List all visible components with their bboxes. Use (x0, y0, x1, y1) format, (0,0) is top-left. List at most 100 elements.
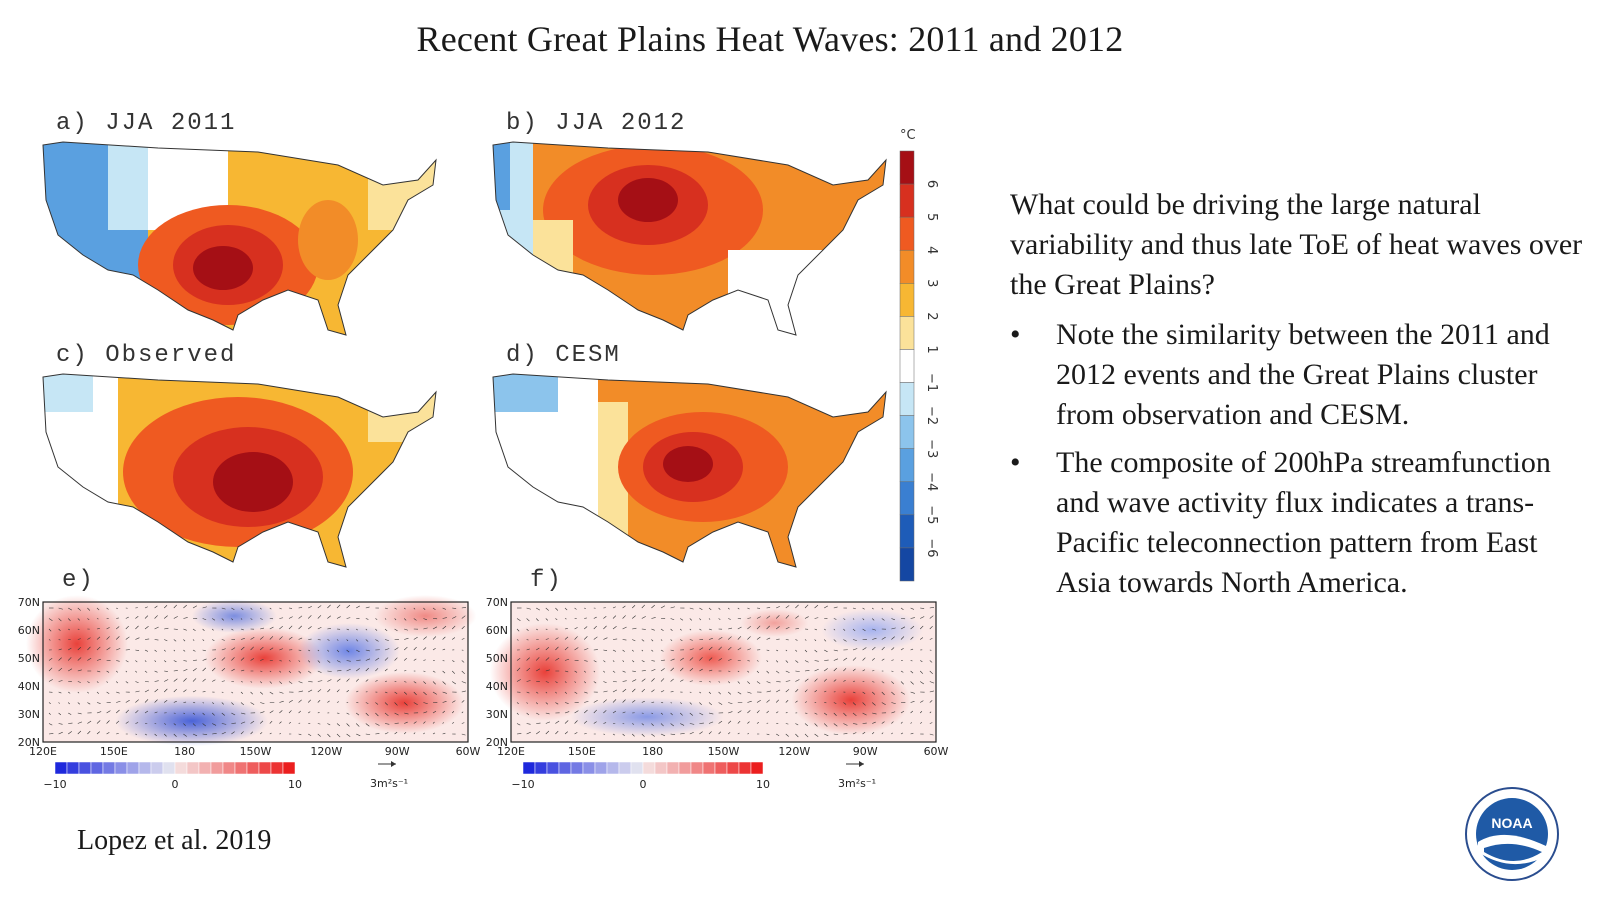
longitude-label: 120W (310, 745, 342, 758)
latitude-label: 70N (486, 596, 508, 609)
flux-colorbar-segment (630, 761, 644, 775)
flux-colorbar-tick: 0 (172, 778, 179, 791)
flux-colorbar-tick: −10 (511, 778, 534, 791)
map-jja-2011 (42, 141, 437, 336)
streamfunction-anomaly (204, 627, 324, 689)
colorbar-segment (899, 283, 915, 317)
flux-colorbar-segment (546, 761, 560, 775)
map-jja-2012 (492, 141, 887, 336)
colorbar-tick-label: 2 (924, 312, 939, 320)
flux-colorbar-segment (210, 761, 224, 775)
latitude-label: 30N (18, 708, 40, 721)
panel-label-c: c) Observed (56, 342, 237, 369)
colorbar-segment (899, 547, 915, 582)
wave-activity-vectors (48, 604, 467, 738)
flux-colorbar-tick: 0 (640, 778, 647, 791)
colorbar-tick-label: −4 (924, 472, 939, 491)
colorbar-tick-label: −1 (924, 373, 939, 392)
flux-colorbar-segment (594, 761, 608, 775)
flux-colorbar-segment (750, 761, 764, 775)
slide-title: Recent Great Plains Heat Waves: 2011 and… (416, 19, 1124, 59)
colorbar-segment (899, 216, 915, 251)
flux-colorbar-segment (690, 761, 704, 775)
vector-scale-label: 3m²s⁻¹ (370, 777, 408, 790)
latitude-label: 60N (486, 624, 508, 637)
flux-colorbar-segment (558, 761, 572, 775)
flux-colorbar-segment (642, 761, 656, 775)
streamfunction-anomaly (26, 595, 128, 693)
colorbar-segment (899, 349, 915, 383)
vector-scale-label: 3m²s⁻¹ (838, 777, 876, 790)
flux-colorbar-segment (66, 761, 80, 775)
flux-colorbar-segment (78, 761, 92, 775)
colorbar-segment (899, 514, 915, 549)
flux-colorbar-segment (726, 761, 740, 775)
streamfunction-anomaly (298, 623, 400, 679)
longitude-label: 180 (642, 745, 663, 758)
flux-colorbar-segment (234, 761, 248, 775)
colorbar-segment (899, 415, 915, 449)
latitude-label: 50N (486, 652, 508, 665)
latitude-label: 30N (486, 708, 508, 721)
flux-colorbar-segment (654, 761, 668, 775)
longitude-label: 150W (708, 745, 740, 758)
streamfunction-anomaly (821, 609, 924, 651)
noaa-logo-text: NOAA (1491, 815, 1532, 831)
bullet-symbol: • (1010, 318, 1021, 351)
noaa-logo: NOAA (1465, 787, 1559, 881)
longitude-label: 180 (174, 745, 195, 758)
bullet-list: • Note the similarity between the 2011 an… (1010, 315, 1590, 603)
flux-colorbar-segment (198, 761, 212, 775)
flux-colorbar-segment (570, 761, 584, 775)
colorbar-tick-label: 3 (924, 279, 939, 287)
bullet-text: Note the similarity between the 2011 and… (1056, 318, 1550, 431)
colorbar-tick-label: 4 (924, 246, 939, 254)
longitude-label: 60W (456, 745, 481, 758)
streamfunction-anomaly (374, 595, 477, 637)
colorbar-tick-label: 6 (924, 180, 939, 188)
latitude-label: 50N (18, 652, 40, 665)
longitude-label: 120E (29, 745, 57, 758)
longitude-label: 60W (924, 745, 949, 758)
colorbar-segment (899, 382, 915, 416)
panel-label-d: d) CESM (506, 342, 621, 369)
colorbar-tick-label: −5 (924, 505, 939, 524)
flux-colorbar-segment (174, 761, 188, 775)
colorbar-tick-label: −6 (924, 538, 939, 557)
flux-colorbar-segment (126, 761, 140, 775)
flux-colorbar-segment (666, 761, 680, 775)
streamfunction-anomaly (791, 665, 911, 735)
colorbar-tick-label: 1 (924, 345, 939, 353)
temperature-colorbar: 6 5 4 3 2 1 −1 −2 −3 −4 −5 −6 (899, 150, 939, 582)
flux-colorbar-tick: 10 (288, 778, 302, 791)
latitude-label: 70N (18, 596, 40, 609)
flux-colorbar-segment (162, 761, 176, 775)
flux-colorbar-segment (54, 761, 68, 775)
flux-colorbar-segment (678, 761, 692, 775)
body-text: What could be driving the large natural … (1010, 185, 1590, 611)
flux-colorbar-segment (186, 761, 200, 775)
flux-colorbar-segment (150, 761, 164, 775)
citation: Lopez et al. 2019 (77, 825, 272, 856)
map-observed (42, 373, 437, 568)
longitude-label: 150E (568, 745, 596, 758)
flux-colorbar-segment (738, 761, 752, 775)
longitude-label: 120E (497, 745, 525, 758)
flux-colorbar-segment (246, 761, 260, 775)
longitude-label: 150E (100, 745, 128, 758)
streamfunction-anomaly (659, 630, 762, 686)
latitude-label: 20N (486, 736, 508, 749)
flux-colorbar-segment (114, 761, 128, 775)
flux-colorbar-segment (522, 761, 536, 775)
longitude-label: 150W (240, 745, 272, 758)
panel-label-f: f) (530, 567, 563, 594)
colorbar-segment (899, 481, 915, 516)
wave-activity-vectors (516, 604, 935, 738)
bullet-item: • Note the similarity between the 2011 an… (1010, 315, 1590, 435)
colorbar-segment (899, 150, 915, 185)
bullet-text: The composite of 200hPa streamfunction a… (1056, 446, 1551, 599)
bullet-item: • The composite of 200hPa streamfunction … (1010, 443, 1590, 603)
flux-colorbar-segment (702, 761, 716, 775)
bullet-symbol: • (1010, 446, 1021, 479)
